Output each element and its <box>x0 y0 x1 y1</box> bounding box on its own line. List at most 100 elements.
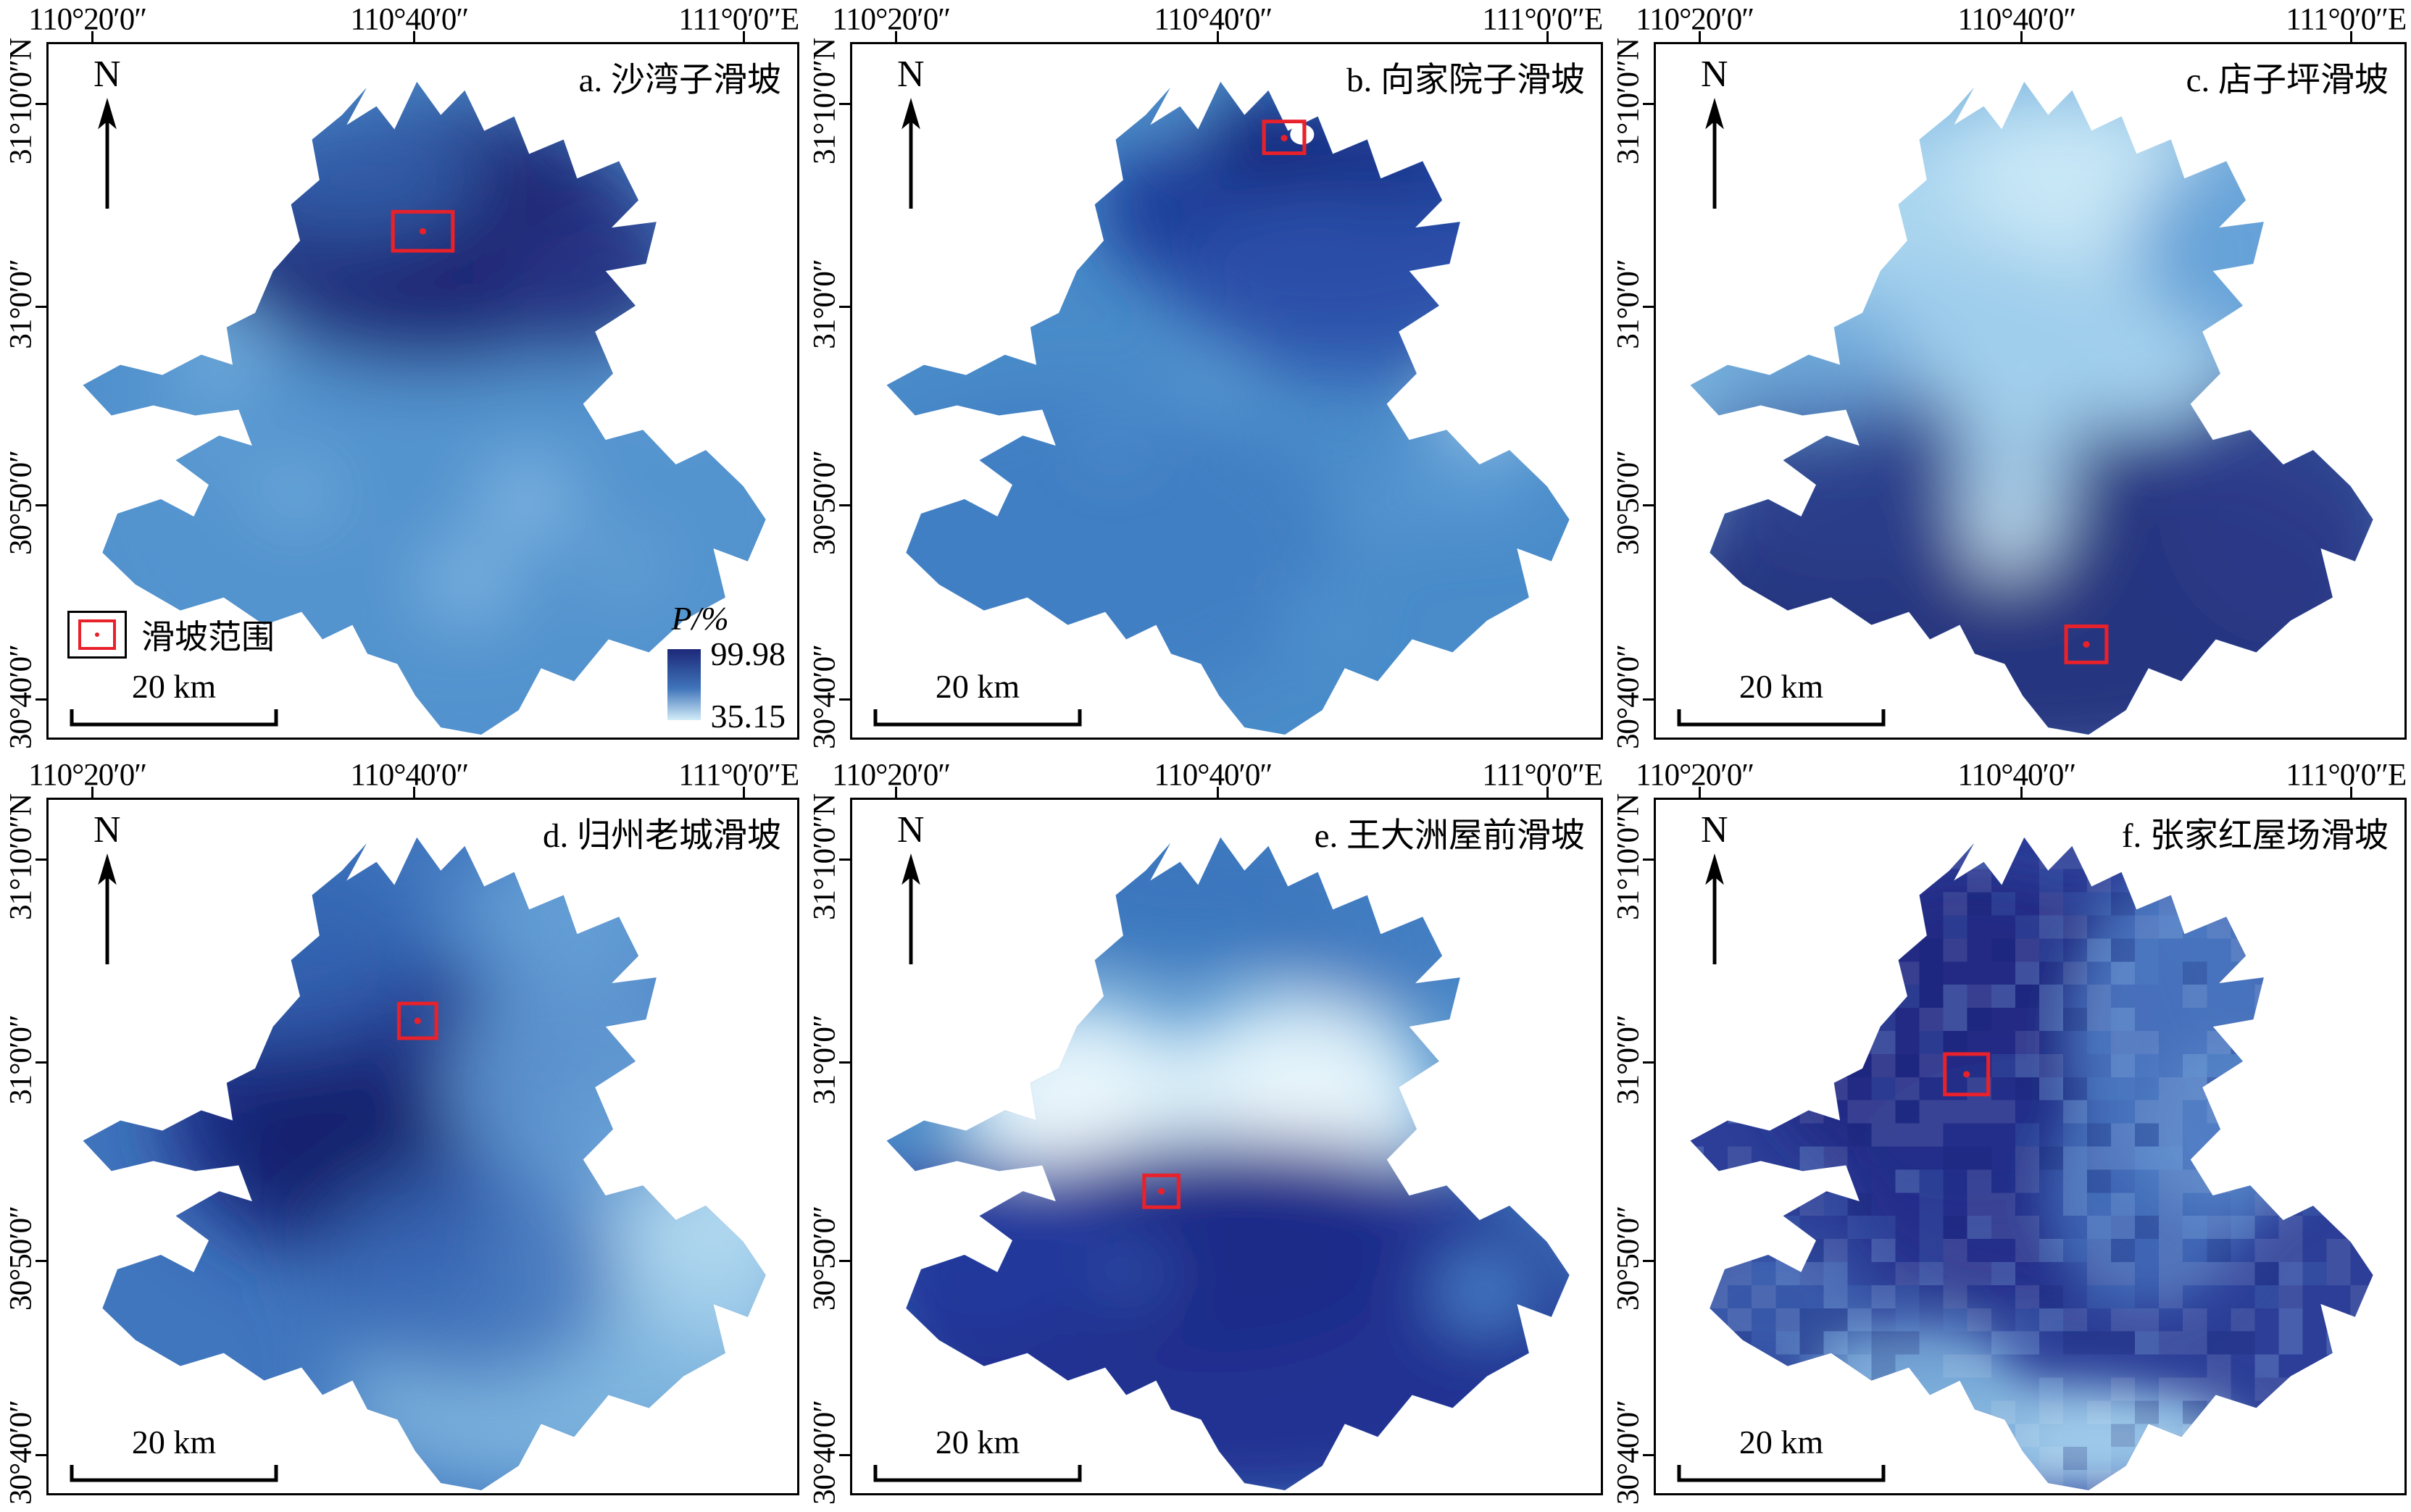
longitude-tick <box>742 787 745 798</box>
panel-title: f. 张家红屋场滑坡 <box>2121 817 2389 855</box>
north-arrow: N <box>897 811 925 966</box>
longitude-tick <box>894 31 897 42</box>
legend-landslide-extent: 滑坡范围 <box>67 611 275 659</box>
panel-e: N e. 王大洲屋前滑坡 20 km 110°20′0″ 110°40′0″ 111… <box>804 756 1607 1511</box>
scale-bar: 20 km <box>69 1423 279 1483</box>
latitude-label: 31°10′0″N <box>1611 38 1646 165</box>
scale-bar-icon <box>1677 709 1886 727</box>
scale-bar-label: 20 km <box>935 1424 1020 1461</box>
longitude-tick <box>1546 787 1549 798</box>
latitude-tick <box>1643 698 1654 701</box>
longitude-tick <box>1546 31 1549 42</box>
north-label: N <box>93 54 121 95</box>
county-probability-map <box>83 81 766 735</box>
plot-area-c: N c. 店子坪滑坡 20 km <box>1643 31 2407 740</box>
scale-bar-label: 20 km <box>131 668 217 705</box>
county-probability-map <box>1690 81 2373 735</box>
latitude-label: 30°40′0″ <box>4 1400 38 1505</box>
panel-title: b. 向家院子滑坡 <box>1346 62 1585 99</box>
scale-bar: 20 km <box>1676 1423 1886 1483</box>
longitude-tick <box>2349 31 2352 42</box>
latitude-label: 30°50′0″ <box>1611 451 1646 556</box>
panel-c: N c. 店子坪滑坡 20 km 110°20′0″ 110°40′0″ 111°0… <box>1607 0 2411 756</box>
north-arrow: N <box>1701 56 1728 211</box>
latitude-tick <box>839 698 850 701</box>
north-label: N <box>897 809 925 851</box>
panel-f: N f. 张家红屋场滑坡 20 km 110°20′0″ 110°40′0″ 111… <box>1607 756 2411 1511</box>
longitude-label: 111°0′0″E <box>1482 758 1603 793</box>
scale-bar-icon <box>70 1465 278 1482</box>
scale-bar: 20 km <box>873 667 1083 727</box>
latitude-label: 30°40′0″ <box>1611 1400 1646 1505</box>
latitude-label: 30°50′0″ <box>807 451 842 556</box>
longitude-label: 110°40′0″ <box>1957 2 2076 37</box>
panel-title: a. 沙湾子滑坡 <box>578 62 781 99</box>
north-label: N <box>897 54 925 95</box>
scale-bar-label: 20 km <box>1738 668 1824 705</box>
longitude-tick <box>91 31 93 42</box>
plot-area-f: N f. 张家红屋场滑坡 20 km <box>1643 787 2407 1495</box>
longitude-label: 110°20′0″ <box>28 2 147 37</box>
north-arrow: N <box>93 811 121 966</box>
longitude-tick <box>1217 787 1220 798</box>
north-arrow-icon <box>901 853 920 965</box>
scale-bar-label: 20 km <box>131 1424 217 1461</box>
latitude-label: 31°10′0″N <box>4 794 38 921</box>
panel-d: N d. 归州老城滑坡 20 km 110°20′0″ 110°40′0″ 111°… <box>0 756 804 1511</box>
longitude-label: 110°40′0″ <box>1154 758 1273 793</box>
longitude-tick <box>413 787 416 798</box>
latitude-tick <box>36 103 46 106</box>
longitude-label: 111°0′0″E <box>1482 2 1603 37</box>
county-probability-map <box>886 837 1570 1491</box>
latitude-tick <box>1643 504 1654 507</box>
latitude-label: 30°50′0″ <box>4 451 38 556</box>
longitude-tick <box>2020 787 2023 798</box>
latitude-tick <box>839 103 850 106</box>
colorbar-min-value: 35.15 <box>710 698 786 735</box>
longitude-label: 111°0′0″E <box>678 2 799 37</box>
latitude-label: 31°10′0″N <box>4 38 38 165</box>
colorbar-title: P/% <box>671 600 729 638</box>
longitude-label: 110°20′0″ <box>28 758 147 793</box>
longitude-label: 110°40′0″ <box>350 2 469 37</box>
longitude-tick <box>2020 31 2023 42</box>
latitude-label: 30°40′0″ <box>807 1400 842 1505</box>
latitude-tick <box>1643 103 1654 106</box>
latitude-label: 30°40′0″ <box>807 645 842 750</box>
longitude-label: 110°40′0″ <box>1957 758 2076 793</box>
legend-red-rect-icon <box>78 619 116 650</box>
scale-bar-icon <box>1677 1465 1886 1482</box>
north-arrow-icon <box>97 97 117 209</box>
latitude-label: 31°10′0″N <box>807 38 842 165</box>
scale-bar-icon <box>70 709 278 727</box>
plot-area-a: N a. 沙湾子滑坡 滑坡范围 P/% 99.98 35.15 20 <box>36 31 799 740</box>
scale-bar-icon <box>873 1465 1082 1482</box>
latitude-tick <box>36 1061 46 1064</box>
latitude-tick <box>36 1260 46 1263</box>
latitude-tick <box>839 1454 850 1457</box>
north-arrow: N <box>93 56 121 211</box>
longitude-label: 110°40′0″ <box>350 758 469 793</box>
latitude-label: 31°0′0″ <box>1611 259 1646 349</box>
longitude-tick <box>413 31 416 42</box>
plot-area-d: N d. 归州老城滑坡 20 km <box>36 787 799 1495</box>
latitude-label: 30°50′0″ <box>807 1206 842 1311</box>
latitude-label: 30°40′0″ <box>1611 645 1646 750</box>
longitude-label: 110°20′0″ <box>1636 758 1754 793</box>
longitude-label: 110°20′0″ <box>832 758 951 793</box>
longitude-label: 111°0′0″E <box>2286 758 2407 793</box>
latitude-tick <box>36 1454 46 1457</box>
scale-bar-icon <box>873 709 1082 727</box>
latitude-label: 31°10′0″N <box>1611 794 1646 921</box>
longitude-tick <box>1217 31 1220 42</box>
panel-b: N b. 向家院子滑坡 20 km 110°20′0″ 110°40′0″ 111°… <box>804 0 1607 756</box>
scale-bar: 20 km <box>873 1423 1083 1483</box>
north-label: N <box>1701 54 1728 95</box>
north-arrow-icon <box>1704 853 1724 965</box>
north-arrow-icon <box>1704 97 1724 209</box>
latitude-tick <box>36 305 46 308</box>
scale-bar: 20 km <box>69 667 279 727</box>
plot-area-e: N e. 王大洲屋前滑坡 20 km <box>839 787 1603 1495</box>
longitude-tick <box>894 787 897 798</box>
longitude-label: 111°0′0″E <box>2286 2 2407 37</box>
